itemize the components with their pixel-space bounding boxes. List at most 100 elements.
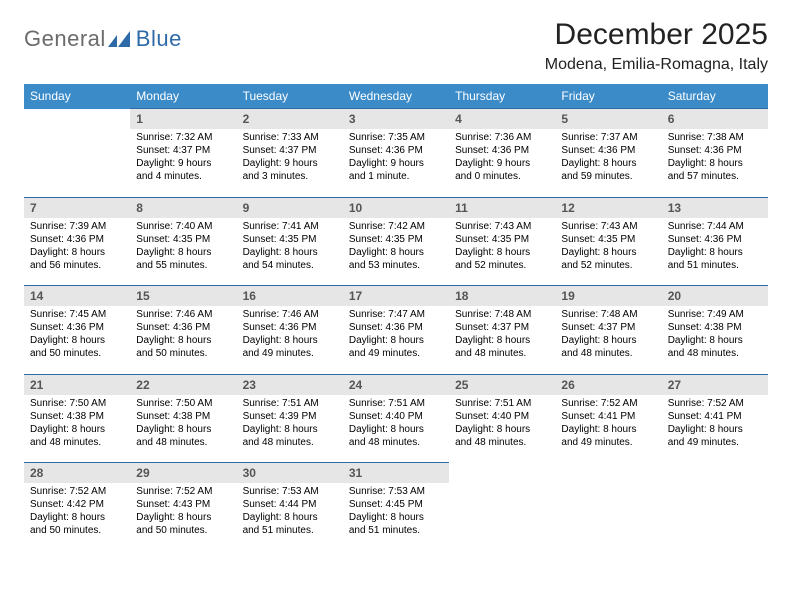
day-body: Sunrise: 7:48 AMSunset: 4:37 PMDaylight:… <box>449 306 555 368</box>
day-number: 7 <box>24 198 130 218</box>
sunrise-line: Sunrise: 7:53 AM <box>349 485 443 498</box>
daylight-line: Daylight: 8 hours and 48 minutes. <box>30 423 124 449</box>
sunrise-line: Sunrise: 7:32 AM <box>136 131 230 144</box>
calendar-cell: 18Sunrise: 7:48 AMSunset: 4:37 PMDayligh… <box>449 286 555 369</box>
page-title: December 2025 <box>545 18 768 52</box>
sunset-line: Sunset: 4:36 PM <box>668 233 762 246</box>
day-number: 6 <box>662 109 768 129</box>
day-body: Sunrise: 7:45 AMSunset: 4:36 PMDaylight:… <box>24 306 130 368</box>
day-body: Sunrise: 7:37 AMSunset: 4:36 PMDaylight:… <box>555 129 661 191</box>
daylight-line: Daylight: 8 hours and 50 minutes. <box>30 511 124 537</box>
day-number: 21 <box>24 375 130 395</box>
sunset-line: Sunset: 4:40 PM <box>349 410 443 423</box>
day-body: Sunrise: 7:51 AMSunset: 4:39 PMDaylight:… <box>237 395 343 457</box>
sunset-line: Sunset: 4:38 PM <box>136 410 230 423</box>
sunrise-line: Sunrise: 7:37 AM <box>561 131 655 144</box>
day-number: 15 <box>130 286 236 306</box>
daylight-line: Daylight: 8 hours and 50 minutes. <box>136 511 230 537</box>
sunrise-line: Sunrise: 7:53 AM <box>243 485 337 498</box>
calendar-cell <box>555 463 661 546</box>
sunrise-line: Sunrise: 7:52 AM <box>561 397 655 410</box>
day-number: 13 <box>662 198 768 218</box>
calendar-cell: 8Sunrise: 7:40 AMSunset: 4:35 PMDaylight… <box>130 197 236 280</box>
calendar-cell: 15 Sunrise: 7:46 AMSunset: 4:36 PMDayligh… <box>130 286 236 369</box>
sunrise-line: Sunrise: 7:46 AM <box>136 308 230 321</box>
day-body: Sunrise: 7:53 AMSunset: 4:44 PMDaylight:… <box>237 483 343 545</box>
calendar-cell: 4Sunrise: 7:36 AMSunset: 4:36 PMDaylight… <box>449 109 555 192</box>
day-number: 19 <box>555 286 661 306</box>
daylight-line: Daylight: 8 hours and 49 minutes. <box>668 423 762 449</box>
sunrise-line: Sunrise: 7:46 AM <box>243 308 337 321</box>
day-body: Sunrise: 7:43 AMSunset: 4:35 PMDaylight:… <box>555 218 661 280</box>
day-body: Sunrise: 7:46 AMSunset: 4:36 PMDaylight:… <box>237 306 343 368</box>
sunrise-line: Sunrise: 7:52 AM <box>30 485 124 498</box>
daylight-line: Daylight: 8 hours and 52 minutes. <box>455 246 549 272</box>
weekday-header: Monday <box>130 84 236 109</box>
calendar-cell <box>662 463 768 546</box>
day-number: 9 <box>237 198 343 218</box>
calendar-week-row: 28Sunrise: 7:52 AMSunset: 4:42 PMDayligh… <box>24 463 768 546</box>
daylight-line: Daylight: 9 hours and 3 minutes. <box>243 157 337 183</box>
sunset-line: Sunset: 4:37 PM <box>561 321 655 334</box>
calendar-cell <box>24 109 130 192</box>
day-number: 30 <box>237 463 343 483</box>
sunset-line: Sunset: 4:39 PM <box>243 410 337 423</box>
sunset-line: Sunset: 4:36 PM <box>243 321 337 334</box>
sunset-line: Sunset: 4:36 PM <box>455 144 549 157</box>
calendar-week-row: 21Sunrise: 7:50 AMSunset: 4:38 PMDayligh… <box>24 374 768 457</box>
daylight-line: Daylight: 8 hours and 49 minutes. <box>243 334 337 360</box>
sunset-line: Sunset: 4:37 PM <box>455 321 549 334</box>
daylight-line: Daylight: 8 hours and 59 minutes. <box>561 157 655 183</box>
day-body: Sunrise: 7:42 AMSunset: 4:35 PMDaylight:… <box>343 218 449 280</box>
header: General Blue December 2025 Modena, Emili… <box>24 18 768 74</box>
daylight-line: Daylight: 9 hours and 1 minute. <box>349 157 443 183</box>
daylight-line: Daylight: 8 hours and 52 minutes. <box>561 246 655 272</box>
daylight-line: Daylight: 8 hours and 57 minutes. <box>668 157 762 183</box>
sunset-line: Sunset: 4:36 PM <box>30 233 124 246</box>
daylight-line: Daylight: 8 hours and 54 minutes. <box>243 246 337 272</box>
weekday-header-row: SundayMondayTuesdayWednesdayThursdayFrid… <box>24 84 768 109</box>
day-number: 16 <box>237 286 343 306</box>
day-body: Sunrise: 7:38 AMSunset: 4:36 PMDaylight:… <box>662 129 768 191</box>
sunset-line: Sunset: 4:44 PM <box>243 498 337 511</box>
day-number: 24 <box>343 375 449 395</box>
day-number: 20 <box>662 286 768 306</box>
calendar-cell: 14Sunrise: 7:45 AMSunset: 4:36 PMDayligh… <box>24 286 130 369</box>
calendar-cell: 1Sunrise: 7:32 AMSunset: 4:37 PMDaylight… <box>130 109 236 192</box>
sunrise-line: Sunrise: 7:43 AM <box>561 220 655 233</box>
day-body: Sunrise: 7:35 AMSunset: 4:36 PMDaylight:… <box>343 129 449 191</box>
daylight-line: Daylight: 8 hours and 53 minutes. <box>349 246 443 272</box>
calendar-cell: 24Sunrise: 7:51 AMSunset: 4:40 PMDayligh… <box>343 374 449 457</box>
day-body: Sunrise: 7:48 AMSunset: 4:37 PMDaylight:… <box>555 306 661 368</box>
day-number: 3 <box>343 109 449 129</box>
daylight-line: Daylight: 8 hours and 48 minutes. <box>136 423 230 449</box>
sunrise-line: Sunrise: 7:51 AM <box>455 397 549 410</box>
sunset-line: Sunset: 4:36 PM <box>136 321 230 334</box>
daylight-line: Daylight: 8 hours and 51 minutes. <box>668 246 762 272</box>
calendar-cell: 27Sunrise: 7:52 AMSunset: 4:41 PMDayligh… <box>662 374 768 457</box>
day-number: 27 <box>662 375 768 395</box>
daylight-line: Daylight: 8 hours and 49 minutes. <box>561 423 655 449</box>
daylight-line: Daylight: 8 hours and 48 minutes. <box>455 423 549 449</box>
daylight-line: Daylight: 8 hours and 50 minutes. <box>136 334 230 360</box>
calendar-cell: 19Sunrise: 7:48 AMSunset: 4:37 PMDayligh… <box>555 286 661 369</box>
day-body: Sunrise: 7:40 AMSunset: 4:35 PMDaylight:… <box>130 218 236 280</box>
day-number: 18 <box>449 286 555 306</box>
daylight-line: Daylight: 8 hours and 48 minutes. <box>561 334 655 360</box>
sunset-line: Sunset: 4:37 PM <box>136 144 230 157</box>
day-body: Sunrise: 7:52 AMSunset: 4:43 PMDaylight:… <box>130 483 236 545</box>
sunset-line: Sunset: 4:35 PM <box>455 233 549 246</box>
sunset-line: Sunset: 4:38 PM <box>30 410 124 423</box>
sunset-line: Sunset: 4:43 PM <box>136 498 230 511</box>
calendar-table: SundayMondayTuesdayWednesdayThursdayFrid… <box>24 84 768 545</box>
calendar-week-row: 1Sunrise: 7:32 AMSunset: 4:37 PMDaylight… <box>24 109 768 192</box>
weekday-header: Wednesday <box>343 84 449 109</box>
day-number: 11 <box>449 198 555 218</box>
calendar-cell: 7Sunrise: 7:39 AMSunset: 4:36 PMDaylight… <box>24 197 130 280</box>
daylight-line: Daylight: 8 hours and 48 minutes. <box>455 334 549 360</box>
sunrise-line: Sunrise: 7:43 AM <box>455 220 549 233</box>
sunset-line: Sunset: 4:38 PM <box>668 321 762 334</box>
day-body: Sunrise: 7:33 AMSunset: 4:37 PMDaylight:… <box>237 129 343 191</box>
day-body: Sunrise: 7:32 AMSunset: 4:37 PMDaylight:… <box>130 129 236 191</box>
daylight-line: Daylight: 8 hours and 55 minutes. <box>136 246 230 272</box>
